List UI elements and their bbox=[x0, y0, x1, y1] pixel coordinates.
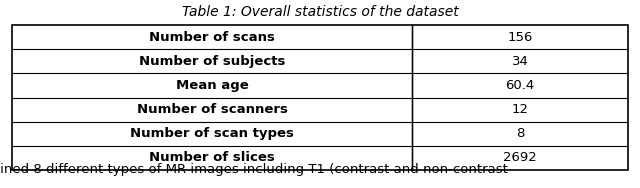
Text: 60.4: 60.4 bbox=[506, 79, 535, 92]
Text: Table 1: Overall statistics of the dataset: Table 1: Overall statistics of the datas… bbox=[182, 5, 458, 19]
Text: 34: 34 bbox=[512, 55, 529, 68]
Text: 8: 8 bbox=[516, 127, 524, 140]
Text: ained 8 different types of MR images including T1 (contrast and non-contrast: ained 8 different types of MR images inc… bbox=[0, 163, 508, 176]
Text: Number of scanners: Number of scanners bbox=[137, 103, 287, 116]
Bar bbox=[12, 25, 628, 170]
Text: Number of scan types: Number of scan types bbox=[131, 127, 294, 140]
Text: Mean age: Mean age bbox=[176, 79, 248, 92]
Text: 156: 156 bbox=[508, 31, 533, 44]
Text: Number of subjects: Number of subjects bbox=[139, 55, 285, 68]
Text: Number of scans: Number of scans bbox=[149, 31, 275, 44]
Text: 12: 12 bbox=[512, 103, 529, 116]
Text: Number of slices: Number of slices bbox=[149, 151, 275, 164]
Text: 2692: 2692 bbox=[503, 151, 537, 164]
